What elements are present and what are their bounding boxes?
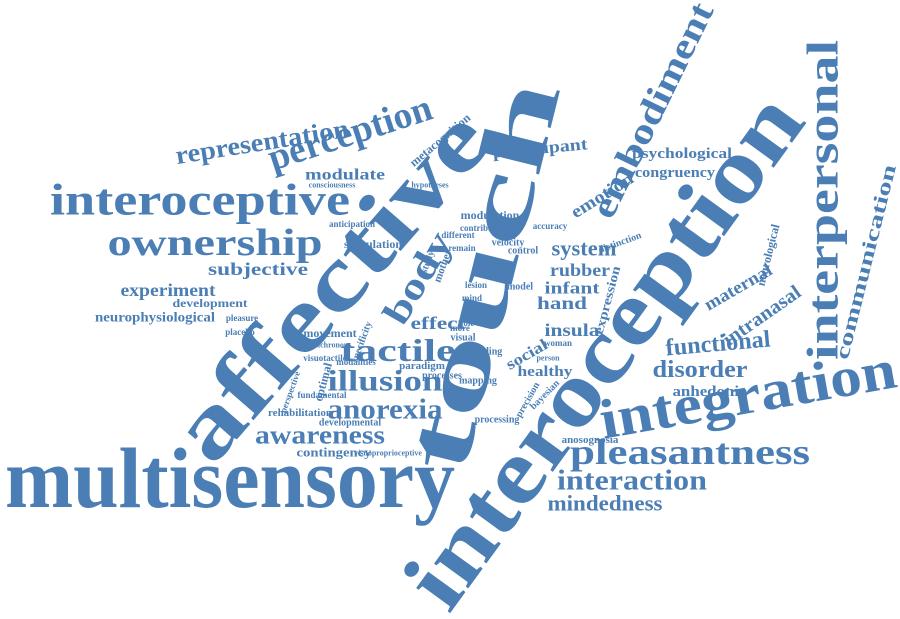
word: self: [481, 307, 496, 318]
word: model: [507, 282, 533, 293]
word: ownership: [108, 222, 323, 264]
word: movement: [303, 326, 356, 340]
word: remain: [448, 243, 475, 253]
word: pleasantness: [570, 432, 810, 472]
word: infant: [545, 279, 600, 298]
word: psychological: [632, 146, 732, 162]
word: visual: [450, 333, 475, 344]
word: interpersonal: [799, 40, 848, 360]
word: developmental: [319, 418, 381, 429]
word: paradigm: [399, 360, 445, 372]
word: consciousness: [309, 181, 356, 190]
word: processing: [475, 415, 520, 426]
word: modalities: [336, 357, 376, 367]
word: contribute: [460, 223, 500, 233]
word: control: [508, 246, 539, 257]
word: anhedonia: [673, 384, 749, 400]
word: modulate: [305, 167, 385, 184]
word: multisensory: [5, 430, 455, 526]
word: different: [441, 230, 474, 240]
word: mapping: [459, 376, 497, 387]
word: hand: [537, 293, 587, 313]
word: interaction: [557, 466, 707, 497]
word: visuotactile: [303, 353, 347, 363]
word: mind: [462, 293, 482, 303]
word: more: [450, 323, 470, 333]
word: finding: [472, 347, 503, 358]
word: person: [536, 354, 560, 363]
word: pleasure: [226, 313, 258, 323]
word: system: [552, 236, 617, 261]
word: modulation: [461, 208, 520, 222]
word: stimulation: [344, 237, 402, 251]
word: velocity: [492, 238, 525, 249]
word: tactile: [341, 332, 456, 368]
word: illusion: [328, 365, 443, 398]
word: synchronous: [309, 341, 352, 350]
word: anticipation: [329, 219, 375, 229]
word: subjective: [208, 259, 308, 279]
word: healthy: [518, 364, 574, 380]
word: placebo: [225, 327, 255, 337]
word: contingency: [297, 445, 373, 460]
word: interoceptive: [50, 176, 350, 225]
word: role: [460, 318, 475, 328]
word: disorder: [653, 357, 748, 383]
word: effect: [411, 313, 466, 333]
word: rubber: [550, 260, 610, 280]
word: experiment: [121, 280, 216, 300]
word: hypotheses: [411, 181, 448, 190]
word: woman: [544, 338, 572, 348]
word: mindedness: [548, 491, 663, 516]
word: insula: [545, 320, 600, 340]
word: anorexia: [328, 395, 443, 426]
word: anosognosia: [562, 434, 619, 446]
word: congruency: [635, 165, 716, 181]
word: accuracy: [533, 221, 568, 231]
word: development: [173, 296, 248, 310]
word: processes: [422, 371, 462, 382]
word: neurophysiological: [95, 311, 215, 326]
word: rehabilitation: [268, 407, 332, 419]
word: lesion: [465, 280, 487, 290]
word: awareness: [255, 421, 385, 450]
word: visuoproprioceptive: [354, 449, 422, 458]
word: neurological: [754, 222, 783, 287]
word: fundamental: [297, 390, 347, 400]
